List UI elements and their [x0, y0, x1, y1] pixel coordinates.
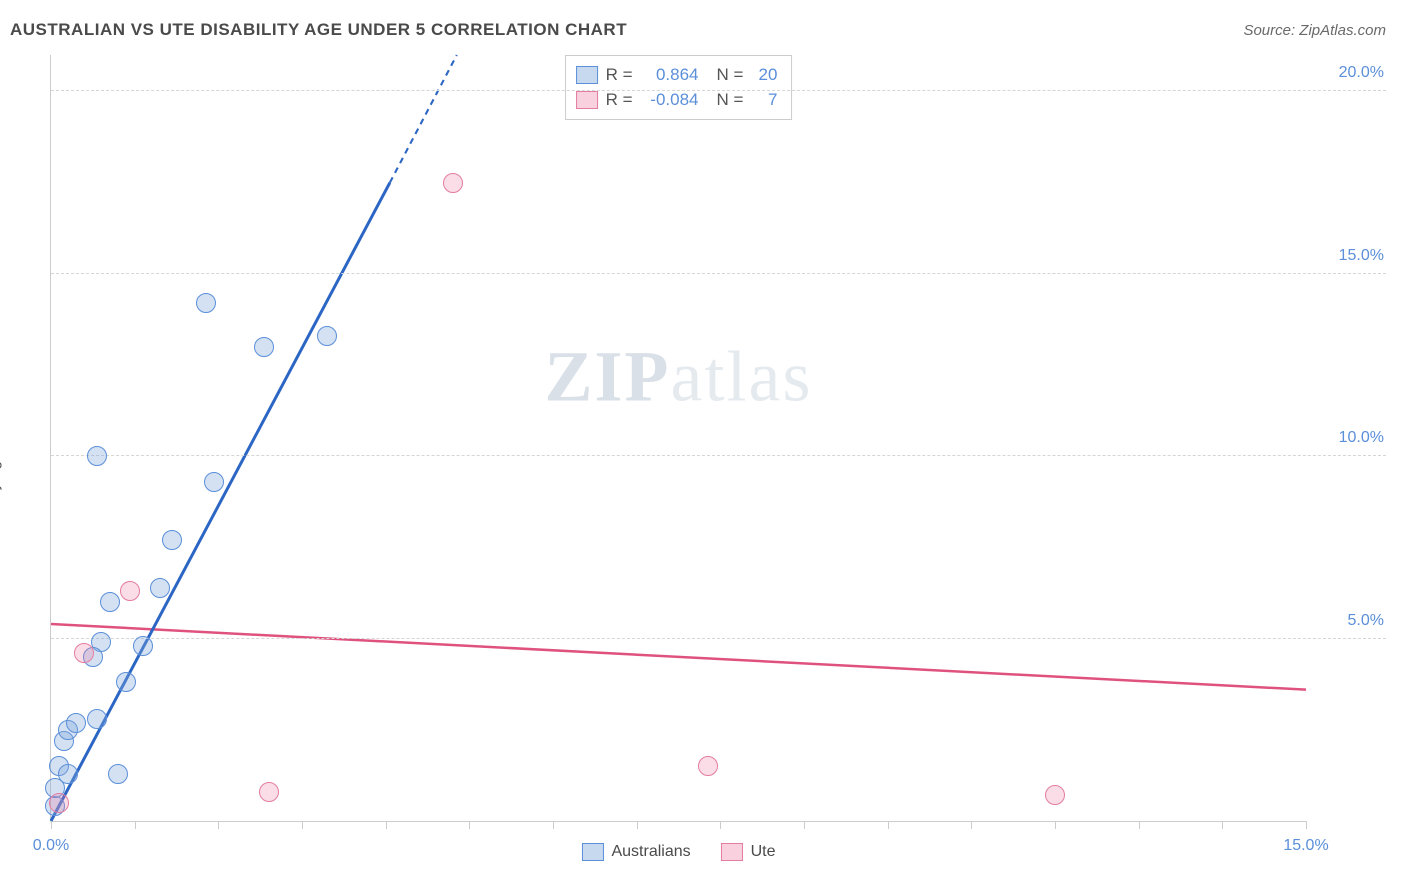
data-point [66, 713, 86, 733]
x-tick-label: 15.0% [1283, 837, 1328, 855]
x-tick [1306, 821, 1307, 829]
x-tick [1139, 821, 1140, 829]
data-point [133, 636, 153, 656]
data-point [58, 764, 78, 784]
data-point [108, 764, 128, 784]
data-point [74, 643, 94, 663]
data-point [196, 293, 216, 313]
x-tick [637, 821, 638, 829]
data-point [87, 709, 107, 729]
gridline [51, 638, 1386, 639]
x-tick [51, 821, 52, 829]
data-point [49, 793, 69, 813]
x-tick [218, 821, 219, 829]
x-tick [1222, 821, 1223, 829]
chart-title: AUSTRALIAN VS UTE DISABILITY AGE UNDER 5… [10, 20, 627, 40]
data-point [317, 326, 337, 346]
legend-swatch-pink-icon [721, 843, 743, 861]
data-point [259, 782, 279, 802]
chart-header: AUSTRALIAN VS UTE DISABILITY AGE UNDER 5… [10, 20, 1386, 40]
gridline [51, 455, 1386, 456]
x-tick [135, 821, 136, 829]
y-tick-label: 5.0% [1312, 612, 1384, 630]
bottom-legend: Australians Ute [581, 843, 775, 861]
x-tick [888, 821, 889, 829]
legend-row-australians: R = 0.864 N = 20 [576, 63, 778, 88]
x-tick [386, 821, 387, 829]
data-point [116, 672, 136, 692]
y-tick-label: 10.0% [1312, 429, 1384, 447]
y-tick-label: 20.0% [1312, 64, 1384, 82]
legend-stats-box: R = 0.864 N = 20 R = -0.084 N = 7 [565, 55, 793, 120]
data-point [162, 530, 182, 550]
legend-swatch-pink [576, 91, 598, 109]
legend-swatch-blue-icon [581, 843, 603, 861]
data-point [1045, 785, 1065, 805]
y-tick-label: 15.0% [1312, 247, 1384, 265]
x-tick [720, 821, 721, 829]
x-tick [1055, 821, 1056, 829]
bottom-legend-australians: Australians [581, 843, 690, 861]
data-point [100, 592, 120, 612]
gridline [51, 90, 1386, 91]
bottom-legend-ute: Ute [721, 843, 776, 861]
gridline [51, 273, 1386, 274]
x-tick [469, 821, 470, 829]
x-tick [302, 821, 303, 829]
data-point [120, 581, 140, 601]
plot-area: ZIPatlas R = 0.864 N = 20 R = -0.084 N =… [50, 55, 1306, 822]
trend-lines [51, 55, 1306, 821]
chart-container: Disability Age Under 5 ZIPatlas R = 0.86… [10, 55, 1386, 882]
data-point [150, 578, 170, 598]
y-axis-label: Disability Age Under 5 [0, 395, 3, 543]
x-tick [804, 821, 805, 829]
data-point [443, 173, 463, 193]
data-point [698, 756, 718, 776]
x-tick [553, 821, 554, 829]
data-point [87, 446, 107, 466]
x-tick [971, 821, 972, 829]
data-point [204, 472, 224, 492]
legend-swatch-blue [576, 66, 598, 84]
chart-source: Source: ZipAtlas.com [1243, 22, 1386, 39]
x-tick-label: 0.0% [33, 837, 69, 855]
data-point [254, 337, 274, 357]
